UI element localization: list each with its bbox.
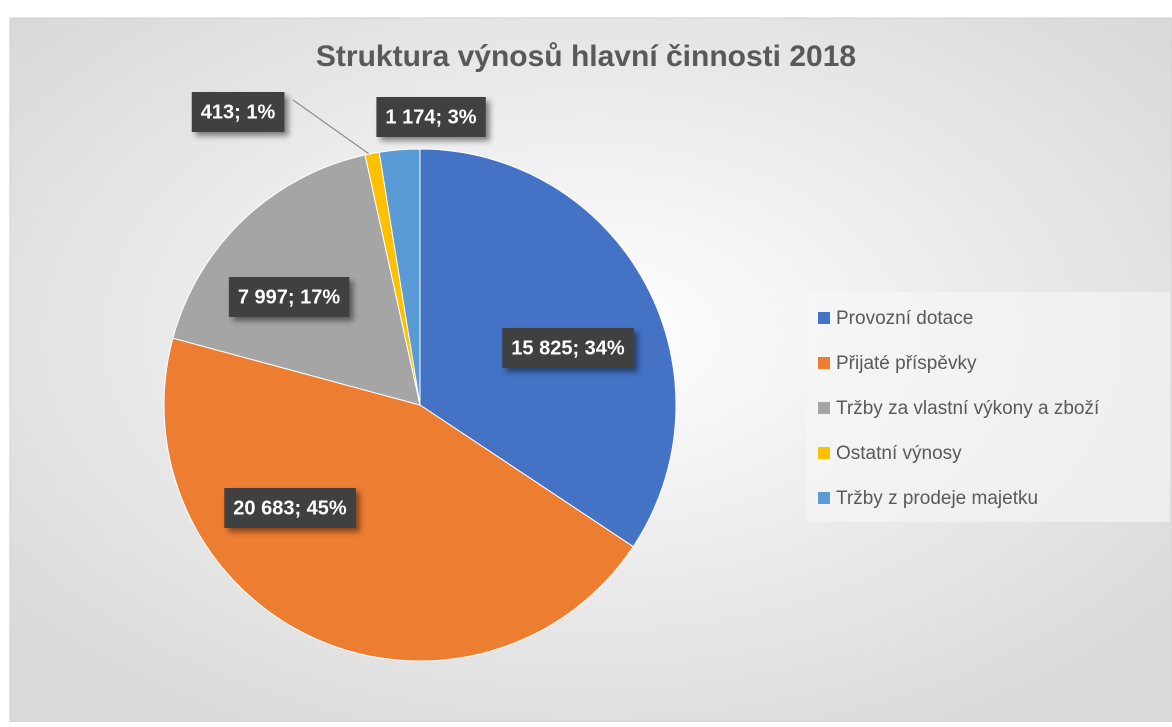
data-label-box bbox=[502, 328, 634, 368]
data-label-text: 15 825; 34% bbox=[511, 337, 625, 359]
data-label-box bbox=[228, 277, 350, 317]
data-label-box bbox=[224, 488, 356, 528]
legend-label: Tržby za vlastní výkony a zboží bbox=[836, 398, 1100, 419]
data-label-box bbox=[191, 92, 285, 132]
leader-line bbox=[292, 99, 373, 157]
data-label: 20 683; 45% bbox=[224, 488, 356, 528]
data-label: 1 174; 3% bbox=[376, 97, 486, 137]
chart-title: Struktura výnosů hlavní činnosti 2018 bbox=[316, 40, 856, 73]
legend-label: Ostatní výnosy bbox=[836, 443, 962, 464]
legend-label: Přijaté příspěvky bbox=[836, 353, 977, 374]
data-label-text: 7 997; 17% bbox=[238, 286, 341, 308]
legend-swatch bbox=[818, 357, 830, 369]
legend-label: Tržby z prodeje majetku bbox=[836, 488, 1038, 509]
data-label: 413; 1% bbox=[191, 92, 285, 132]
data-label: 15 825; 34% bbox=[502, 328, 634, 368]
data-label: 7 997; 17% bbox=[228, 277, 350, 317]
data-label-text: 20 683; 45% bbox=[233, 497, 347, 519]
legend-box bbox=[806, 292, 1170, 522]
pie-slice bbox=[163, 337, 634, 662]
legend-swatch bbox=[818, 312, 830, 324]
legend-swatch bbox=[818, 492, 830, 504]
legend-swatch bbox=[818, 447, 830, 459]
legend-swatch bbox=[818, 402, 830, 414]
data-label-box bbox=[376, 97, 486, 137]
pie-slice bbox=[378, 148, 421, 406]
data-label-text: 413; 1% bbox=[201, 101, 276, 123]
legend-label: Provozní dotace bbox=[836, 308, 973, 329]
data-label-text: 1 174; 3% bbox=[385, 106, 476, 128]
